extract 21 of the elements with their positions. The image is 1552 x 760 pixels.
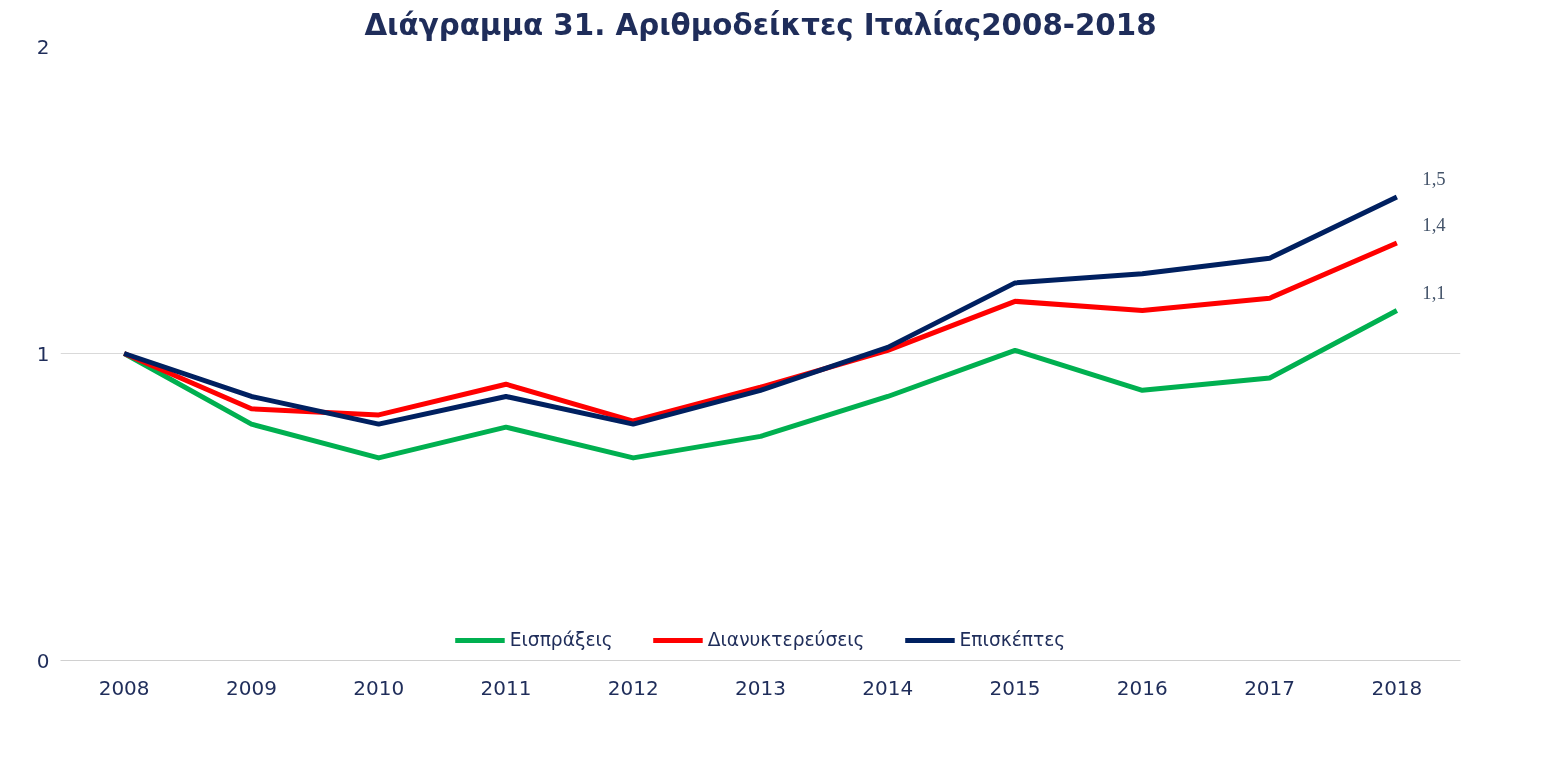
- x-tick-label: 2017: [1244, 675, 1296, 700]
- data-label: 1,5: [1422, 168, 1446, 190]
- chart-title: Διάγραμμα 31. Αριθμοδείκτες Ιταλίας2008-2018: [364, 7, 1157, 42]
- x-tick-label: 2013: [735, 675, 786, 700]
- y-tick-label: 2: [36, 34, 50, 59]
- legend-label: Διανυκτερεύσεις: [707, 629, 865, 650]
- data-label: 1,1: [1422, 281, 1446, 303]
- x-tick-label: 2009: [225, 675, 277, 700]
- y-tick-label: 0: [36, 648, 50, 673]
- x-tick-label: 2012: [607, 675, 659, 700]
- x-tick-label: 2015: [989, 675, 1041, 700]
- x-tick-label: 2010: [353, 675, 405, 700]
- data-label: 1,4: [1422, 214, 1447, 236]
- x-tick-label: 2011: [480, 675, 532, 700]
- legend-label: Εισπράξεις: [509, 629, 613, 650]
- x-tick-label: 2008: [98, 675, 150, 700]
- legend-label: Επισκέπτες: [959, 629, 1066, 650]
- x-tick-label: 2018: [1371, 675, 1423, 700]
- y-tick-label: 1: [36, 341, 50, 366]
- x-tick-label: 2016: [1116, 675, 1168, 700]
- x-tick-label: 2014: [862, 675, 914, 700]
